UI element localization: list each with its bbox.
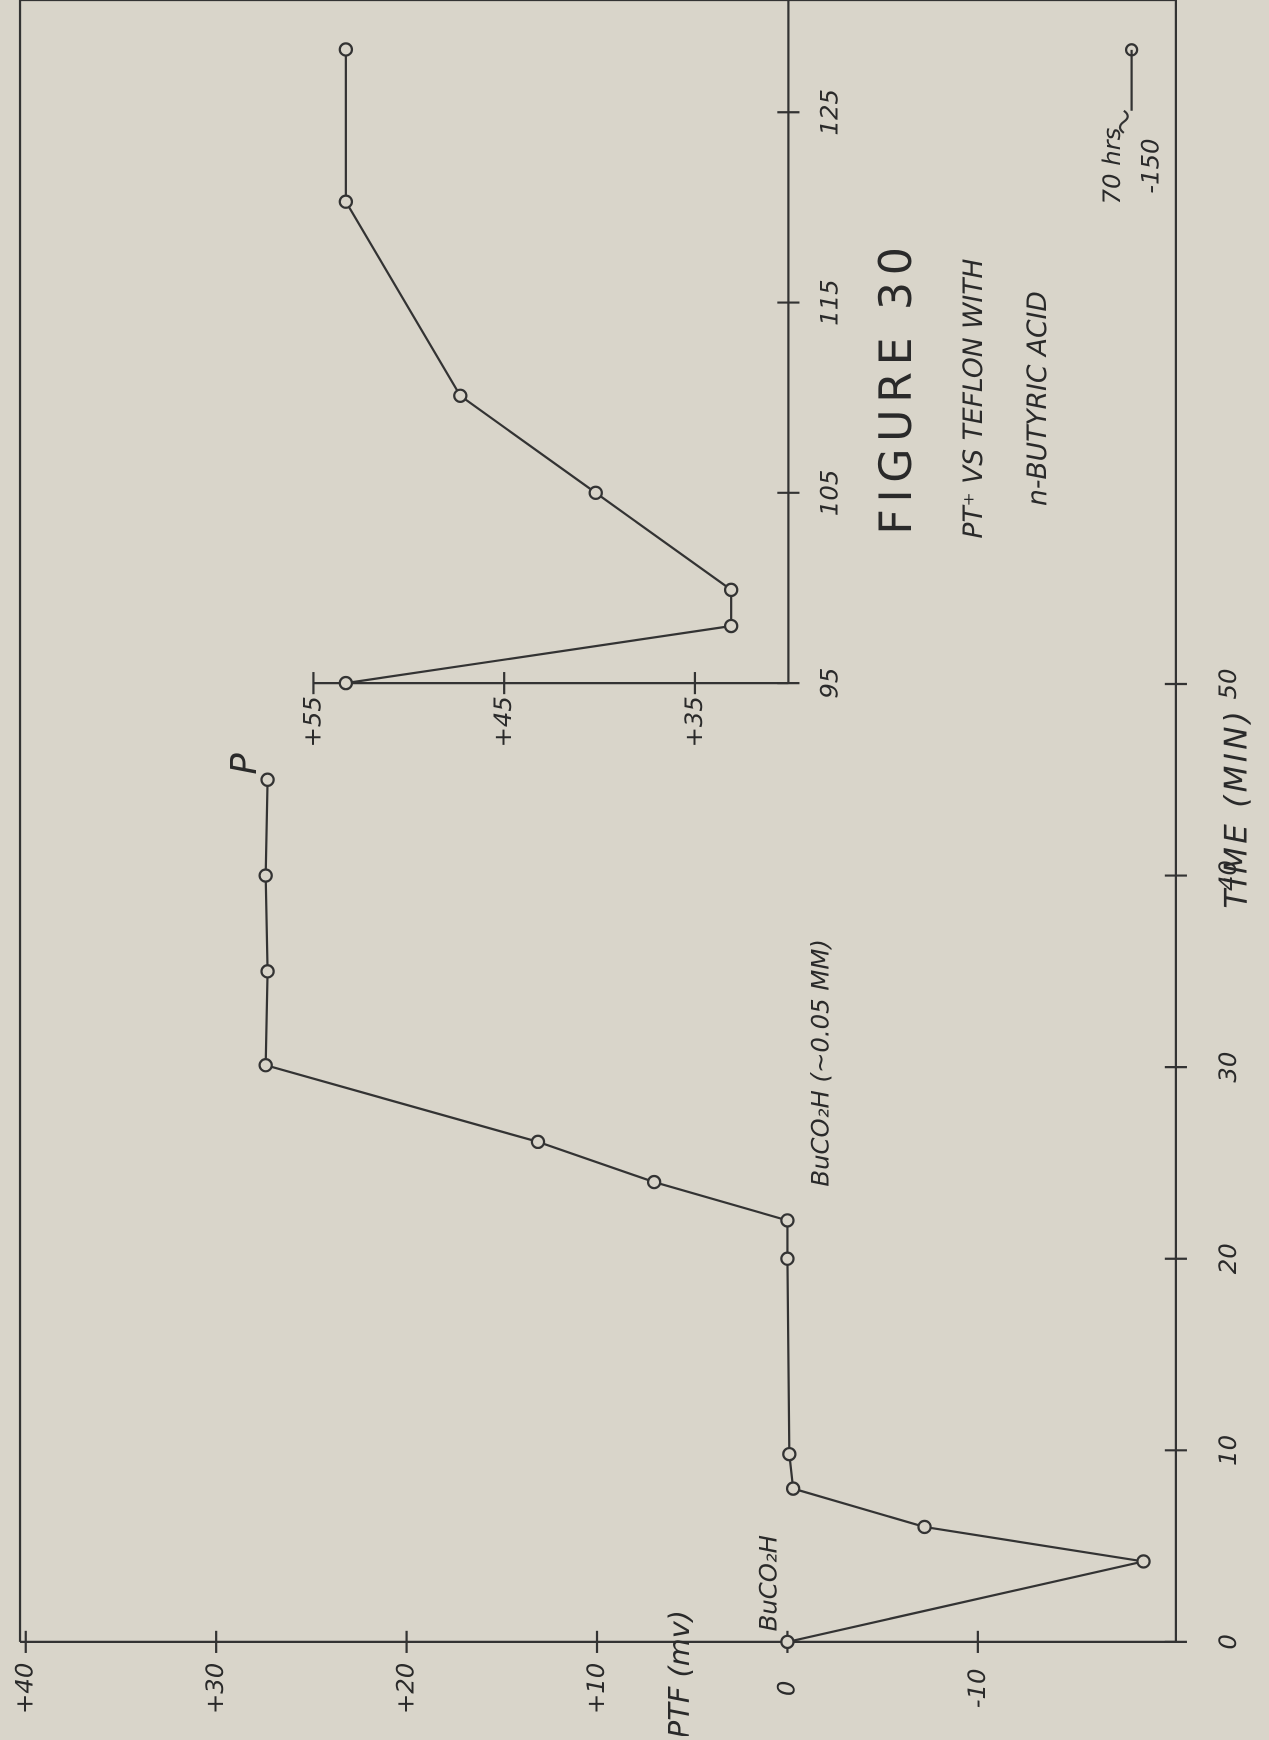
y-tick-label: 0 — [771, 1681, 800, 1697]
y-tick-label: -10 — [962, 1669, 991, 1709]
chart-title: FIGURE 30 — [871, 240, 922, 534]
data-point — [530, 1134, 546, 1150]
y-tick-label: +40 — [10, 1663, 39, 1714]
data-point — [258, 1058, 273, 1073]
data-point — [260, 964, 275, 979]
x-tick-label: 20 — [1213, 1243, 1242, 1274]
data-point — [338, 42, 354, 57]
data-point — [723, 582, 739, 598]
data-point — [780, 1251, 795, 1266]
data-point — [917, 1519, 932, 1535]
x-axis-label: TIME (MIN) — [1218, 708, 1254, 909]
data-point — [258, 868, 273, 883]
x-tick-label: 10 — [1213, 1435, 1242, 1466]
x-tick-label: 95 — [814, 668, 843, 699]
x-tick-label: 0 — [1213, 1634, 1242, 1650]
annotation: BuCO₂H — [754, 1535, 783, 1631]
break-marker — [1124, 43, 1139, 57]
annotation: P — [224, 753, 265, 775]
annotation: -150 — [1136, 138, 1165, 193]
chart-subtitle: PT⁺ VS TEFLON WITH — [958, 259, 989, 539]
annotation: BuCO₂H (∼0.05 MM) — [806, 939, 835, 1186]
data-point — [338, 675, 354, 691]
y-tick-label: +20 — [391, 1663, 420, 1714]
x-tick-label: 30 — [1213, 1052, 1242, 1083]
data-point — [588, 485, 603, 501]
y-tick-label: +55 — [297, 696, 326, 747]
data-point — [780, 1634, 795, 1650]
y-tick-label: +30 — [200, 1663, 229, 1714]
break-line — [1118, 49, 1133, 134]
annotation: 70 hrs — [1097, 127, 1126, 204]
data-point — [260, 772, 275, 787]
data-point — [453, 388, 468, 403]
data-point — [780, 1213, 795, 1228]
data-point — [785, 1481, 801, 1496]
chart-subtitle: n-BUTYRIC ACID — [1022, 291, 1053, 506]
y-tick-label: +45 — [488, 696, 517, 747]
x-tick-label: 50 — [1213, 668, 1242, 699]
x-tick-label: 40 — [1213, 860, 1242, 891]
data-point — [646, 1174, 662, 1190]
x-tick-label: 115 — [814, 279, 843, 325]
x-tick-label: 125 — [814, 89, 843, 135]
y-tick-label: +35 — [679, 696, 708, 747]
data-point — [782, 1446, 797, 1462]
data-point — [723, 618, 739, 634]
y-axis-label: ΔCPTF (mv) — [662, 1610, 696, 1736]
x-tick-label: 105 — [814, 470, 843, 516]
data-point — [1136, 1554, 1151, 1569]
data-point — [338, 194, 354, 209]
y-tick-label: +10 — [581, 1663, 610, 1714]
